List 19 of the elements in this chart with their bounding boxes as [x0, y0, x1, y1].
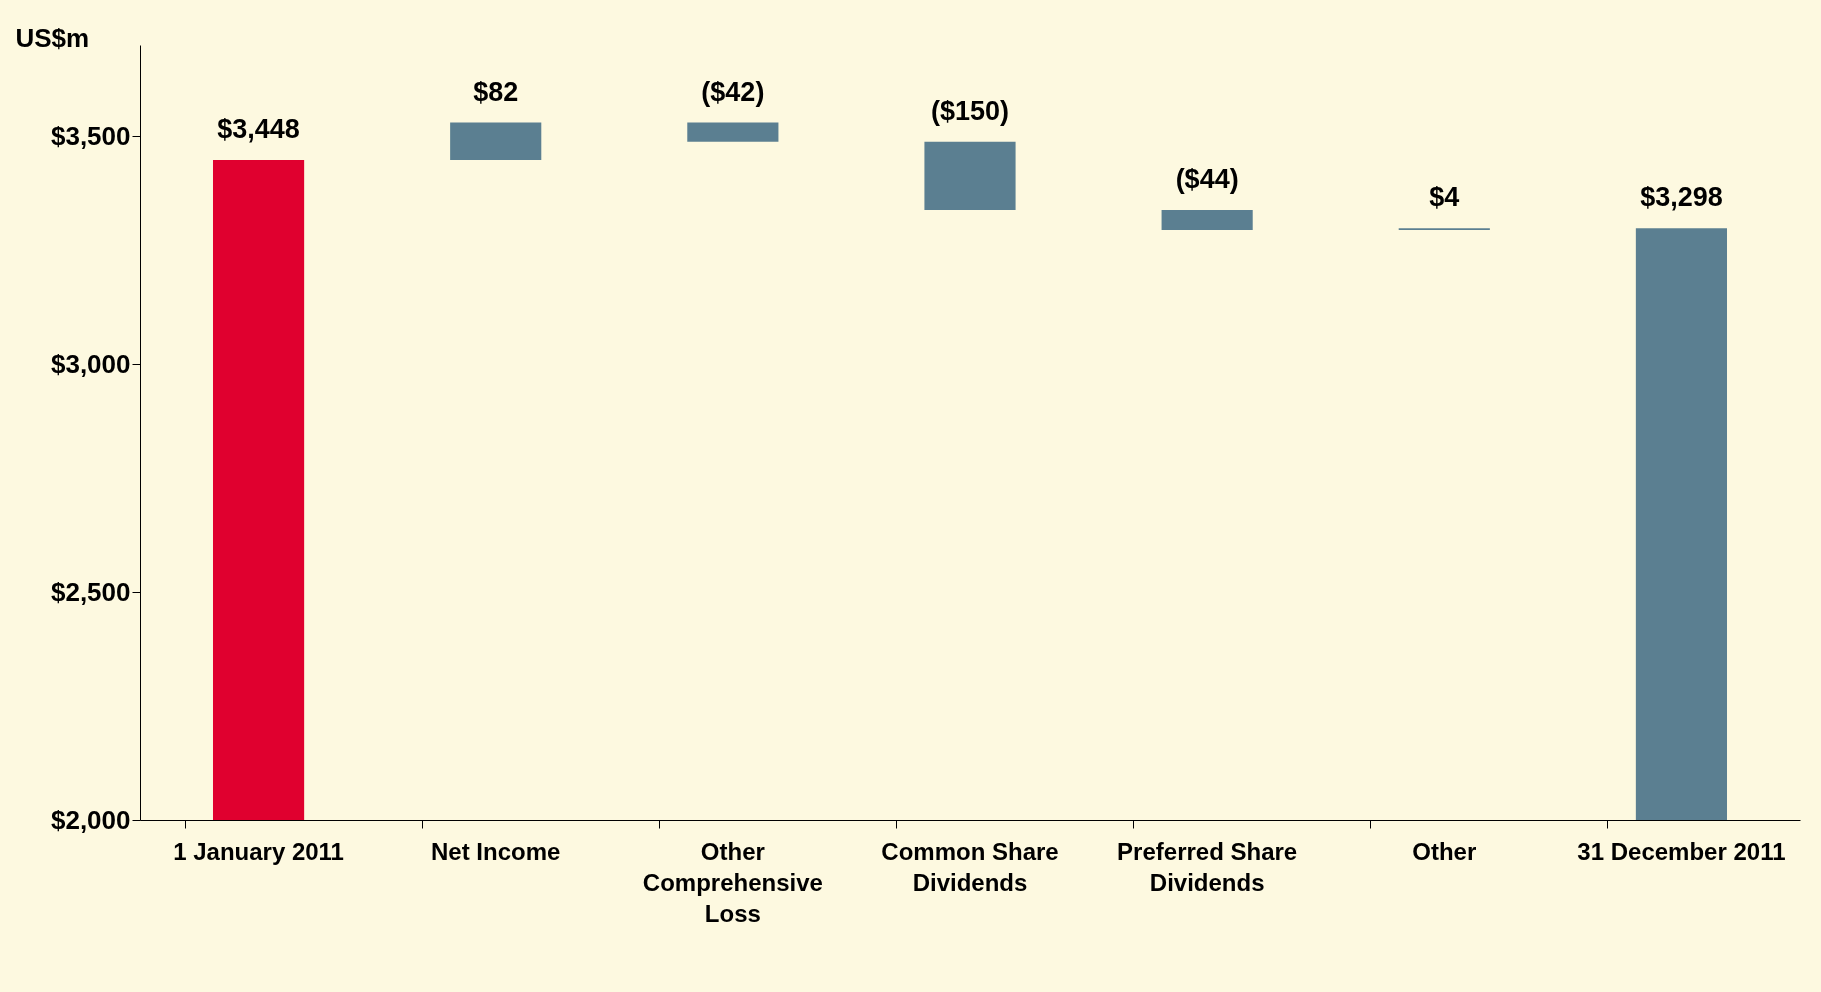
x-tick-label: 31 December 2011	[1577, 837, 1786, 865]
data-label: ($42)	[701, 76, 765, 107]
x-tick-label: Other Comprehensive Loss	[642, 837, 823, 927]
data-label: $3,448	[217, 113, 300, 144]
data-label: $3,298	[1640, 182, 1723, 213]
data-label: $82	[473, 76, 519, 107]
y-tick-label: $3,000	[50, 348, 131, 379]
x-tick-label: Net Income	[431, 837, 561, 865]
x-tick-label: 1 January 2011	[173, 837, 344, 865]
data-label: ($150)	[930, 95, 1010, 126]
y-axis-title: US$m	[15, 22, 90, 53]
x-tick-label: Preferred Share Dividends	[1117, 837, 1298, 896]
data-label: $4	[1429, 182, 1460, 213]
y-tick-label: $3,500	[50, 120, 131, 151]
x-tick-label: Common Share Dividends	[881, 837, 1059, 896]
y-tick-label: $2,500	[50, 576, 131, 607]
x-tick-label: Other	[1412, 837, 1477, 865]
y-tick-label: $2,000	[50, 804, 131, 835]
data-label: ($44)	[1175, 164, 1239, 195]
